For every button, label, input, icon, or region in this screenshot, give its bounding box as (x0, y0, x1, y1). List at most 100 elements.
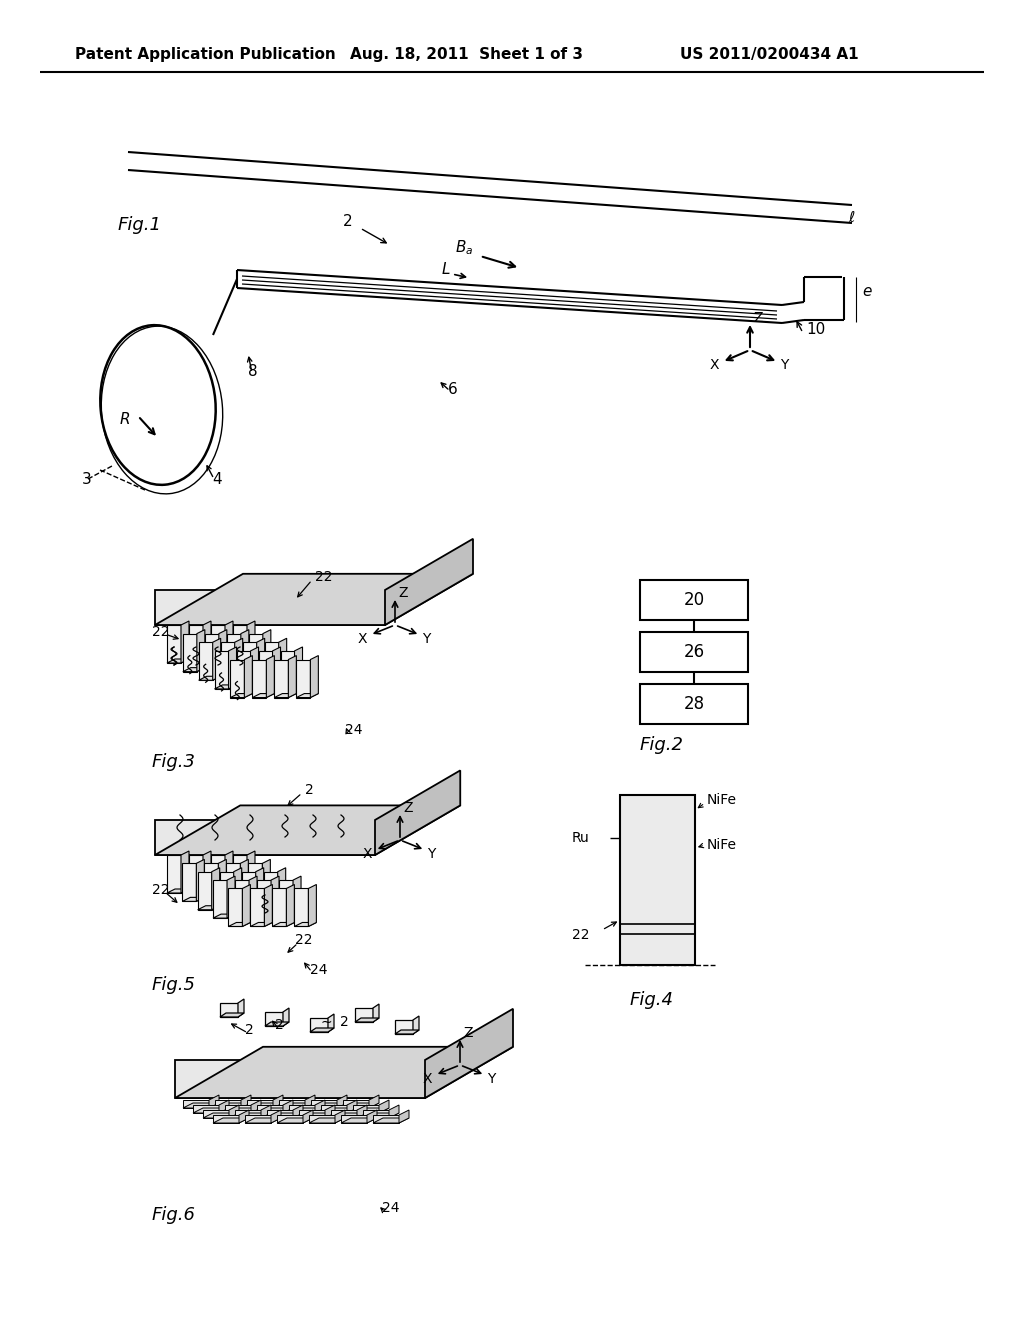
Text: 24: 24 (382, 1201, 399, 1214)
Polygon shape (373, 1005, 379, 1022)
Polygon shape (243, 676, 264, 680)
Polygon shape (233, 855, 247, 894)
Text: 24: 24 (310, 964, 328, 977)
Polygon shape (379, 1100, 389, 1113)
Text: X: X (710, 358, 720, 372)
Polygon shape (325, 1105, 335, 1118)
Polygon shape (225, 1107, 261, 1113)
Polygon shape (257, 1107, 293, 1113)
Polygon shape (251, 1100, 261, 1113)
Polygon shape (193, 1105, 219, 1113)
Polygon shape (343, 1104, 379, 1107)
Polygon shape (209, 1096, 219, 1107)
Polygon shape (211, 855, 225, 894)
Polygon shape (182, 863, 197, 902)
Polygon shape (310, 1028, 334, 1032)
Polygon shape (212, 867, 220, 909)
Polygon shape (234, 1110, 261, 1118)
Polygon shape (242, 871, 256, 909)
Polygon shape (264, 643, 279, 680)
Polygon shape (353, 1107, 389, 1113)
Polygon shape (228, 888, 243, 927)
Polygon shape (310, 1018, 328, 1032)
Polygon shape (251, 923, 272, 927)
Text: 3: 3 (82, 473, 92, 487)
Polygon shape (257, 915, 279, 919)
Polygon shape (155, 590, 385, 624)
Text: 2: 2 (343, 214, 352, 230)
Polygon shape (155, 805, 460, 855)
Polygon shape (183, 1104, 219, 1107)
Polygon shape (343, 1100, 369, 1107)
Text: $\ell$: $\ell$ (848, 210, 856, 226)
Polygon shape (249, 876, 257, 919)
Polygon shape (289, 656, 296, 697)
Polygon shape (234, 1113, 271, 1118)
Polygon shape (355, 1008, 373, 1022)
Polygon shape (193, 1107, 229, 1113)
Text: 24: 24 (345, 723, 362, 737)
Polygon shape (264, 871, 278, 909)
Polygon shape (281, 685, 302, 689)
Polygon shape (189, 624, 203, 663)
Polygon shape (220, 906, 242, 909)
Polygon shape (247, 620, 255, 663)
Polygon shape (167, 624, 181, 663)
Polygon shape (299, 1113, 335, 1118)
Polygon shape (245, 656, 252, 697)
Polygon shape (309, 1115, 335, 1123)
Polygon shape (373, 1118, 409, 1123)
Polygon shape (221, 676, 243, 680)
Text: Fig.6: Fig.6 (152, 1206, 196, 1224)
Polygon shape (211, 659, 233, 663)
Polygon shape (227, 668, 249, 672)
Polygon shape (205, 863, 218, 902)
Polygon shape (228, 923, 251, 927)
Polygon shape (369, 1096, 379, 1107)
Text: Y: Y (487, 1072, 496, 1086)
Polygon shape (264, 906, 286, 909)
Polygon shape (213, 915, 236, 919)
Polygon shape (331, 1110, 357, 1118)
Polygon shape (214, 651, 228, 689)
Polygon shape (227, 634, 241, 672)
Text: $\sim$ 2: $\sim$ 2 (318, 1015, 349, 1030)
Text: L: L (442, 263, 451, 277)
Text: NiFe: NiFe (707, 793, 737, 807)
Polygon shape (252, 660, 266, 697)
Polygon shape (265, 1022, 289, 1026)
Polygon shape (281, 651, 295, 689)
Polygon shape (238, 999, 244, 1016)
Text: NiFe: NiFe (707, 838, 737, 851)
Polygon shape (220, 871, 233, 909)
Text: Fig.4: Fig.4 (630, 991, 674, 1008)
Text: 22: 22 (315, 570, 333, 583)
Polygon shape (251, 888, 264, 927)
Text: Fig.3: Fig.3 (152, 752, 196, 771)
Polygon shape (230, 693, 252, 697)
Polygon shape (279, 880, 293, 919)
Polygon shape (375, 771, 460, 855)
Polygon shape (241, 1096, 251, 1107)
Polygon shape (203, 1110, 229, 1118)
Polygon shape (243, 643, 257, 680)
Polygon shape (205, 898, 226, 902)
Polygon shape (279, 915, 301, 919)
Polygon shape (213, 1115, 239, 1123)
Polygon shape (226, 863, 241, 902)
Polygon shape (219, 1100, 229, 1113)
Polygon shape (189, 855, 203, 894)
Polygon shape (385, 539, 473, 624)
Text: 4: 4 (212, 473, 221, 487)
Polygon shape (183, 634, 197, 672)
Polygon shape (264, 884, 272, 927)
Text: X: X (362, 847, 373, 861)
Polygon shape (256, 867, 264, 909)
Polygon shape (245, 1118, 281, 1123)
Text: 2: 2 (275, 1018, 284, 1032)
Polygon shape (155, 574, 473, 624)
Polygon shape (175, 1047, 513, 1098)
Text: Ru: Ru (572, 832, 590, 845)
Text: Fig.2: Fig.2 (640, 737, 684, 754)
Polygon shape (167, 659, 189, 663)
